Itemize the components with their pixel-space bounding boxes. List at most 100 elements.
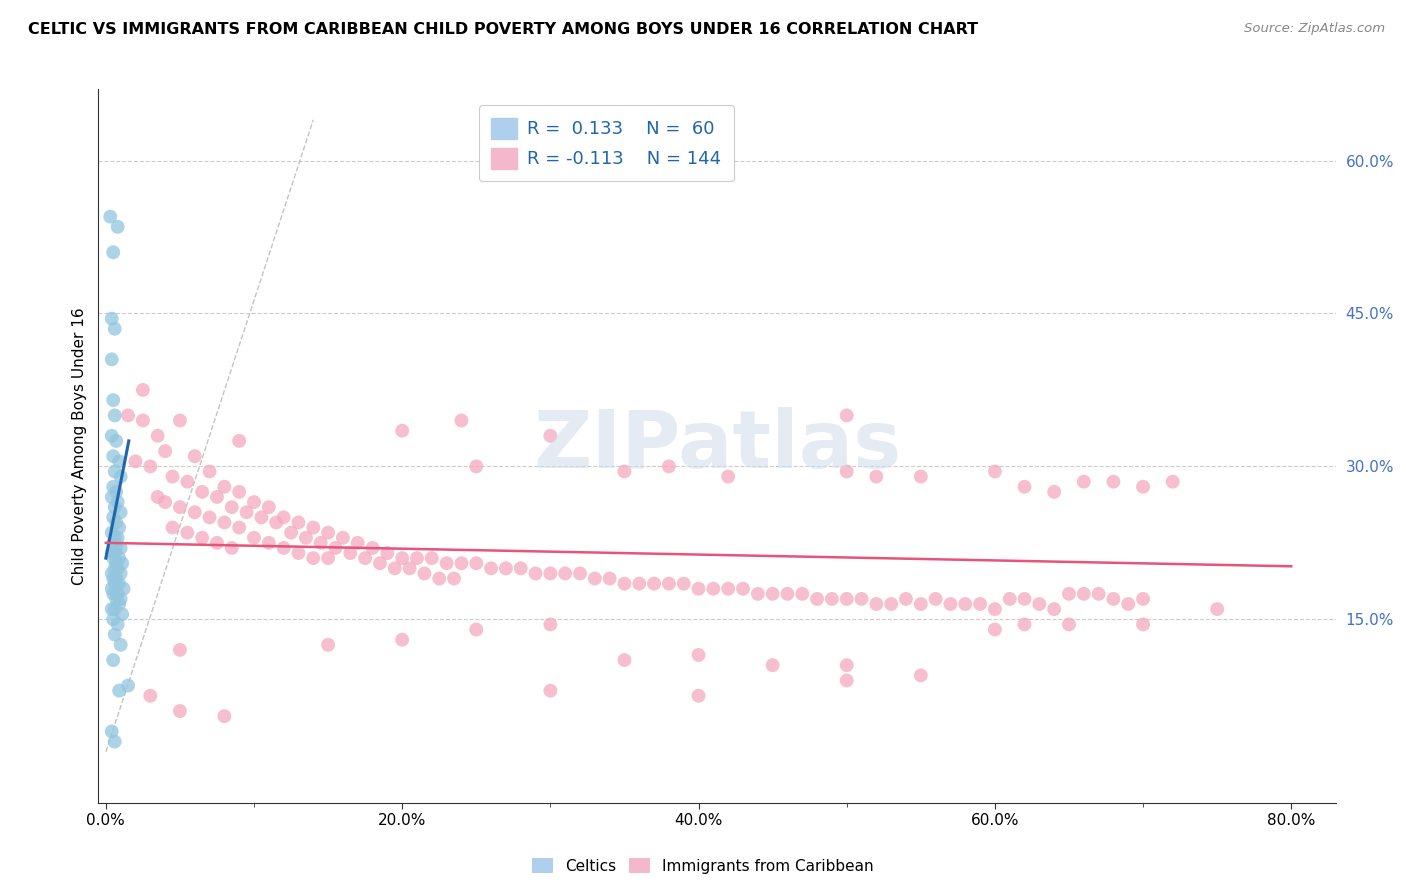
Point — [658, 576, 681, 591]
Point — [339, 546, 361, 560]
Point — [104, 561, 127, 575]
Point — [688, 689, 710, 703]
Point — [628, 576, 651, 591]
Point — [538, 429, 561, 443]
Point — [1043, 484, 1066, 499]
Point — [295, 531, 318, 545]
Point — [105, 556, 128, 570]
Point — [984, 602, 1007, 616]
Point — [1028, 597, 1050, 611]
Point — [107, 495, 129, 509]
Point — [103, 587, 125, 601]
Point — [524, 566, 547, 581]
Point — [354, 551, 377, 566]
Point — [427, 572, 450, 586]
Point — [821, 591, 844, 606]
Point — [762, 658, 785, 673]
Point — [110, 505, 132, 519]
Point — [420, 551, 443, 566]
Point — [450, 413, 472, 427]
Point — [406, 551, 429, 566]
Point — [1014, 480, 1036, 494]
Point — [1073, 587, 1095, 601]
Point — [98, 210, 121, 224]
Point — [105, 484, 128, 499]
Text: ZIPatlas: ZIPatlas — [533, 407, 901, 485]
Point — [108, 576, 131, 591]
Point — [103, 449, 125, 463]
Point — [702, 582, 724, 596]
Point — [436, 556, 458, 570]
Point — [104, 546, 127, 560]
Point — [103, 653, 125, 667]
Point — [747, 587, 769, 601]
Point — [103, 245, 125, 260]
Text: Source: ZipAtlas.com: Source: ZipAtlas.com — [1244, 22, 1385, 36]
Point — [228, 520, 250, 534]
Point — [228, 434, 250, 448]
Point — [391, 632, 413, 647]
Point — [688, 648, 710, 662]
Point — [509, 561, 531, 575]
Point — [104, 602, 127, 616]
Point — [107, 617, 129, 632]
Point — [169, 500, 191, 515]
Point — [169, 643, 191, 657]
Point — [107, 561, 129, 575]
Point — [104, 465, 127, 479]
Point — [569, 566, 592, 581]
Point — [257, 536, 280, 550]
Point — [939, 597, 962, 611]
Point — [205, 490, 228, 504]
Point — [100, 490, 122, 504]
Point — [176, 525, 198, 540]
Point — [104, 576, 127, 591]
Point — [214, 480, 236, 494]
Point — [450, 556, 472, 570]
Point — [214, 709, 236, 723]
Point — [162, 520, 184, 534]
Point — [658, 459, 681, 474]
Point — [368, 556, 391, 570]
Point — [332, 531, 354, 545]
Text: CELTIC VS IMMIGRANTS FROM CARIBBEAN CHILD POVERTY AMONG BOYS UNDER 16 CORRELATIO: CELTIC VS IMMIGRANTS FROM CARIBBEAN CHIL… — [28, 22, 979, 37]
Point — [1102, 591, 1125, 606]
Point — [191, 531, 214, 545]
Point — [599, 572, 621, 586]
Point — [1161, 475, 1184, 489]
Point — [465, 556, 488, 570]
Point — [1132, 480, 1154, 494]
Point — [139, 459, 162, 474]
Point — [316, 525, 339, 540]
Point — [865, 469, 887, 483]
Point — [110, 469, 132, 483]
Point — [969, 597, 991, 611]
Point — [717, 582, 740, 596]
Point — [132, 383, 155, 397]
Legend: R =  0.133    N =  60, R = -0.113    N = 144: R = 0.133 N = 60, R = -0.113 N = 144 — [478, 105, 734, 181]
Point — [110, 591, 132, 606]
Point — [104, 734, 127, 748]
Point — [117, 679, 139, 693]
Point — [105, 541, 128, 555]
Point — [105, 516, 128, 530]
Point — [538, 617, 561, 632]
Point — [583, 572, 606, 586]
Point — [250, 510, 273, 524]
Point — [280, 525, 302, 540]
Point — [413, 566, 436, 581]
Point — [176, 475, 198, 489]
Point — [1043, 602, 1066, 616]
Point — [479, 561, 502, 575]
Point — [108, 551, 131, 566]
Point — [717, 469, 740, 483]
Point — [103, 510, 125, 524]
Point — [184, 449, 207, 463]
Point — [731, 582, 754, 596]
Point — [104, 531, 127, 545]
Point — [198, 510, 221, 524]
Point — [184, 505, 207, 519]
Point — [688, 582, 710, 596]
Point — [103, 480, 125, 494]
Point — [792, 587, 814, 601]
